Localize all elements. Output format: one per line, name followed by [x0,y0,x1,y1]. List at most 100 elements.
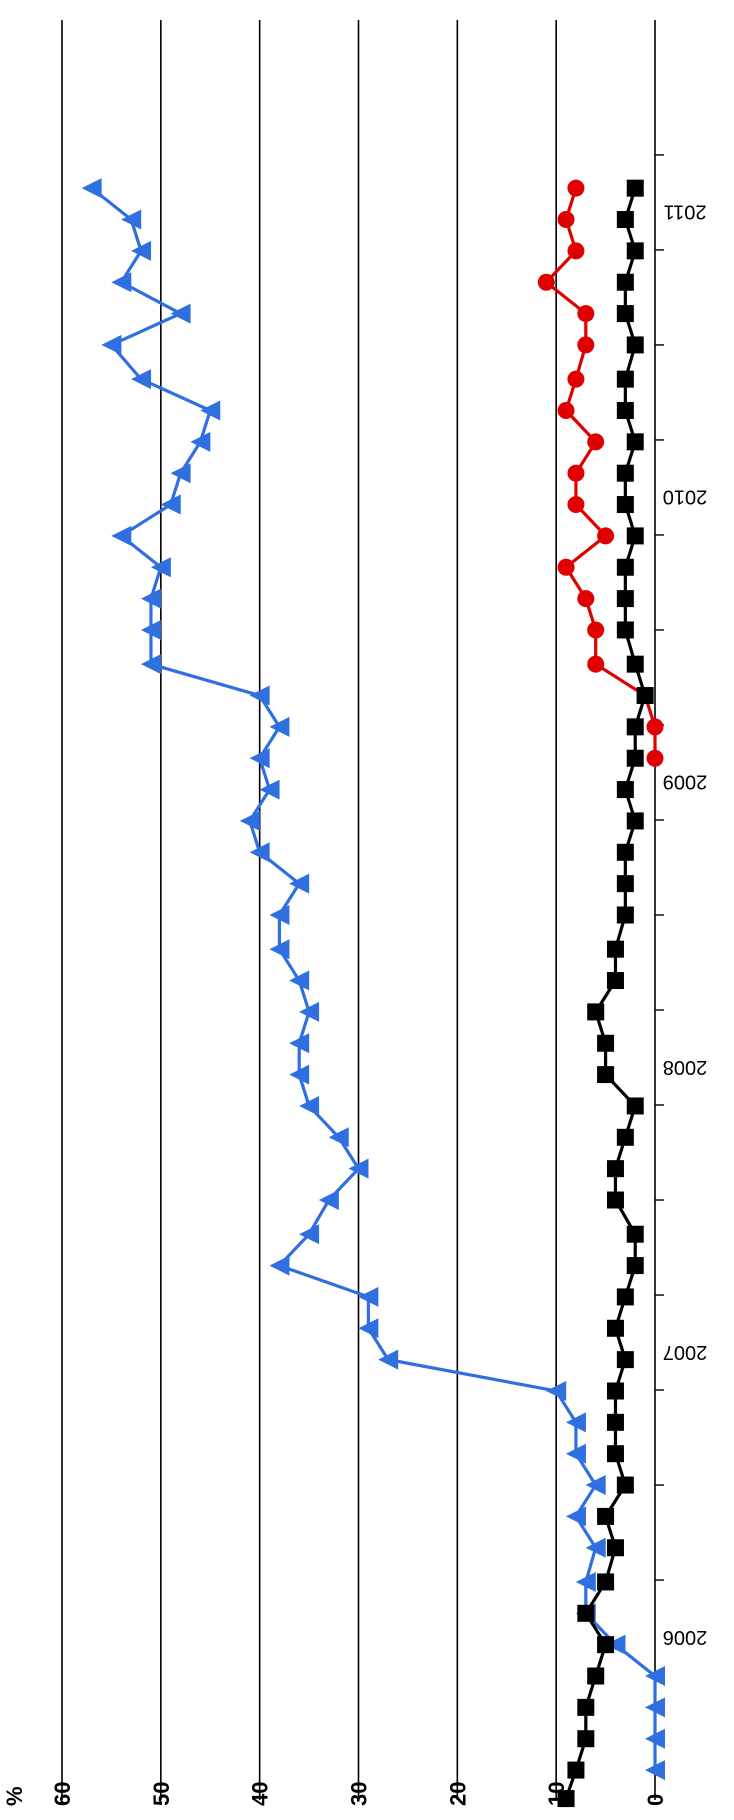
y-tick-label: 30 [347,1782,372,1806]
data-point-triangle [585,1475,606,1496]
data-point-triangle [565,1506,586,1527]
data-point-triangle [259,779,280,800]
data-point-triangle [131,369,152,390]
data-point-triangle [546,1380,567,1401]
data-point-circle [587,655,605,673]
data-point-square [626,242,644,260]
data-point-square [636,687,654,705]
data-point-square [616,1128,634,1146]
y-axis-unit-label: % [2,1786,27,1806]
data-point-triangle [111,525,132,546]
data-point-triangle [378,1349,399,1370]
data-point-square [567,1761,585,1779]
data-point-triangle [299,1001,320,1022]
data-point-square [616,370,634,388]
data-point-triangle [289,1064,310,1085]
data-point-square [587,1667,605,1685]
data-point-circle [577,590,595,608]
data-point-square [626,179,644,197]
data-point-square [616,590,634,608]
data-point-circle [557,401,575,419]
data-point-triangle [318,1190,339,1211]
data-point-triangle [111,272,132,293]
data-point-square [616,401,634,419]
data-point-square [597,1573,615,1591]
data-point-square [606,1319,624,1337]
data-point-triangle [645,1760,665,1781]
data-point-square [616,906,634,924]
data-point-square [606,972,624,990]
data-point-triangle [200,400,221,421]
data-point-circle [557,558,575,576]
series-line [564,187,647,1800]
x-tick-label: 2010 [663,486,708,508]
data-point-triangle [299,1095,320,1116]
y-axis: 0102030405060% [2,1782,668,1806]
data-point-square [626,1257,644,1275]
data-point-square [616,875,634,893]
data-point-square [626,527,644,545]
data-point-triangle [289,873,310,894]
data-point-square [626,336,644,354]
data-point-square [616,621,634,639]
data-point-triangle [190,431,211,452]
data-point-square [597,1507,615,1525]
data-point-square [626,1225,644,1243]
data-point-circle [567,496,585,514]
data-point-square [626,655,644,673]
series-group [81,178,665,1808]
data-point-square [606,1191,624,1209]
data-point-circle [567,179,585,197]
data-point-triangle [358,1286,379,1307]
data-point-square [616,781,634,799]
data-point-square [626,718,644,736]
data-point-square [626,1097,644,1115]
data-point-circle [567,242,585,260]
data-point-triangle [239,810,260,831]
data-point-square [577,1604,595,1622]
data-point-triangle [328,1127,349,1148]
data-point-circle [587,433,605,451]
data-point-square [577,1730,595,1748]
data-point-square [597,1636,615,1654]
data-point-triangle [170,463,191,484]
data-point-triangle [645,1697,665,1718]
data-point-triangle [131,240,152,261]
x-tick-label: 2007 [663,1341,708,1363]
series-triangle [81,178,665,1781]
data-point-circle [577,336,595,354]
x-tick-label: 2009 [663,771,708,793]
gridlines [61,20,557,1800]
data-point-triangle [605,1634,626,1655]
data-point-triangle [575,1571,596,1592]
data-point-square [606,940,624,958]
data-point-square [616,1288,634,1306]
data-point-square [616,305,634,323]
data-point-circle [537,273,555,291]
data-point-circle [646,749,664,767]
data-point-triangle [645,1666,665,1687]
data-point-triangle [565,1412,586,1433]
data-point-triangle [249,685,270,706]
y-tick-label: 50 [149,1782,174,1806]
data-point-square [626,749,644,767]
data-point-circle [646,718,664,736]
series-square [557,179,654,1808]
data-point-triangle [249,842,270,863]
x-tick-label: 2011 [663,201,706,223]
data-point-square [606,1445,624,1463]
data-point-square [557,1790,575,1808]
data-point-square [616,496,634,514]
data-point-triangle [289,1033,310,1054]
data-point-square [616,273,634,291]
data-point-square [606,1382,624,1400]
data-point-triangle [121,209,142,230]
data-point-circle [587,621,605,639]
data-point-triangle [585,1537,606,1558]
data-point-triangle [150,557,171,578]
data-point-triangle [565,1443,586,1464]
data-point-square [616,211,634,229]
data-point-square [577,1698,595,1716]
data-point-triangle [140,619,161,640]
data-point-square [606,1160,624,1178]
